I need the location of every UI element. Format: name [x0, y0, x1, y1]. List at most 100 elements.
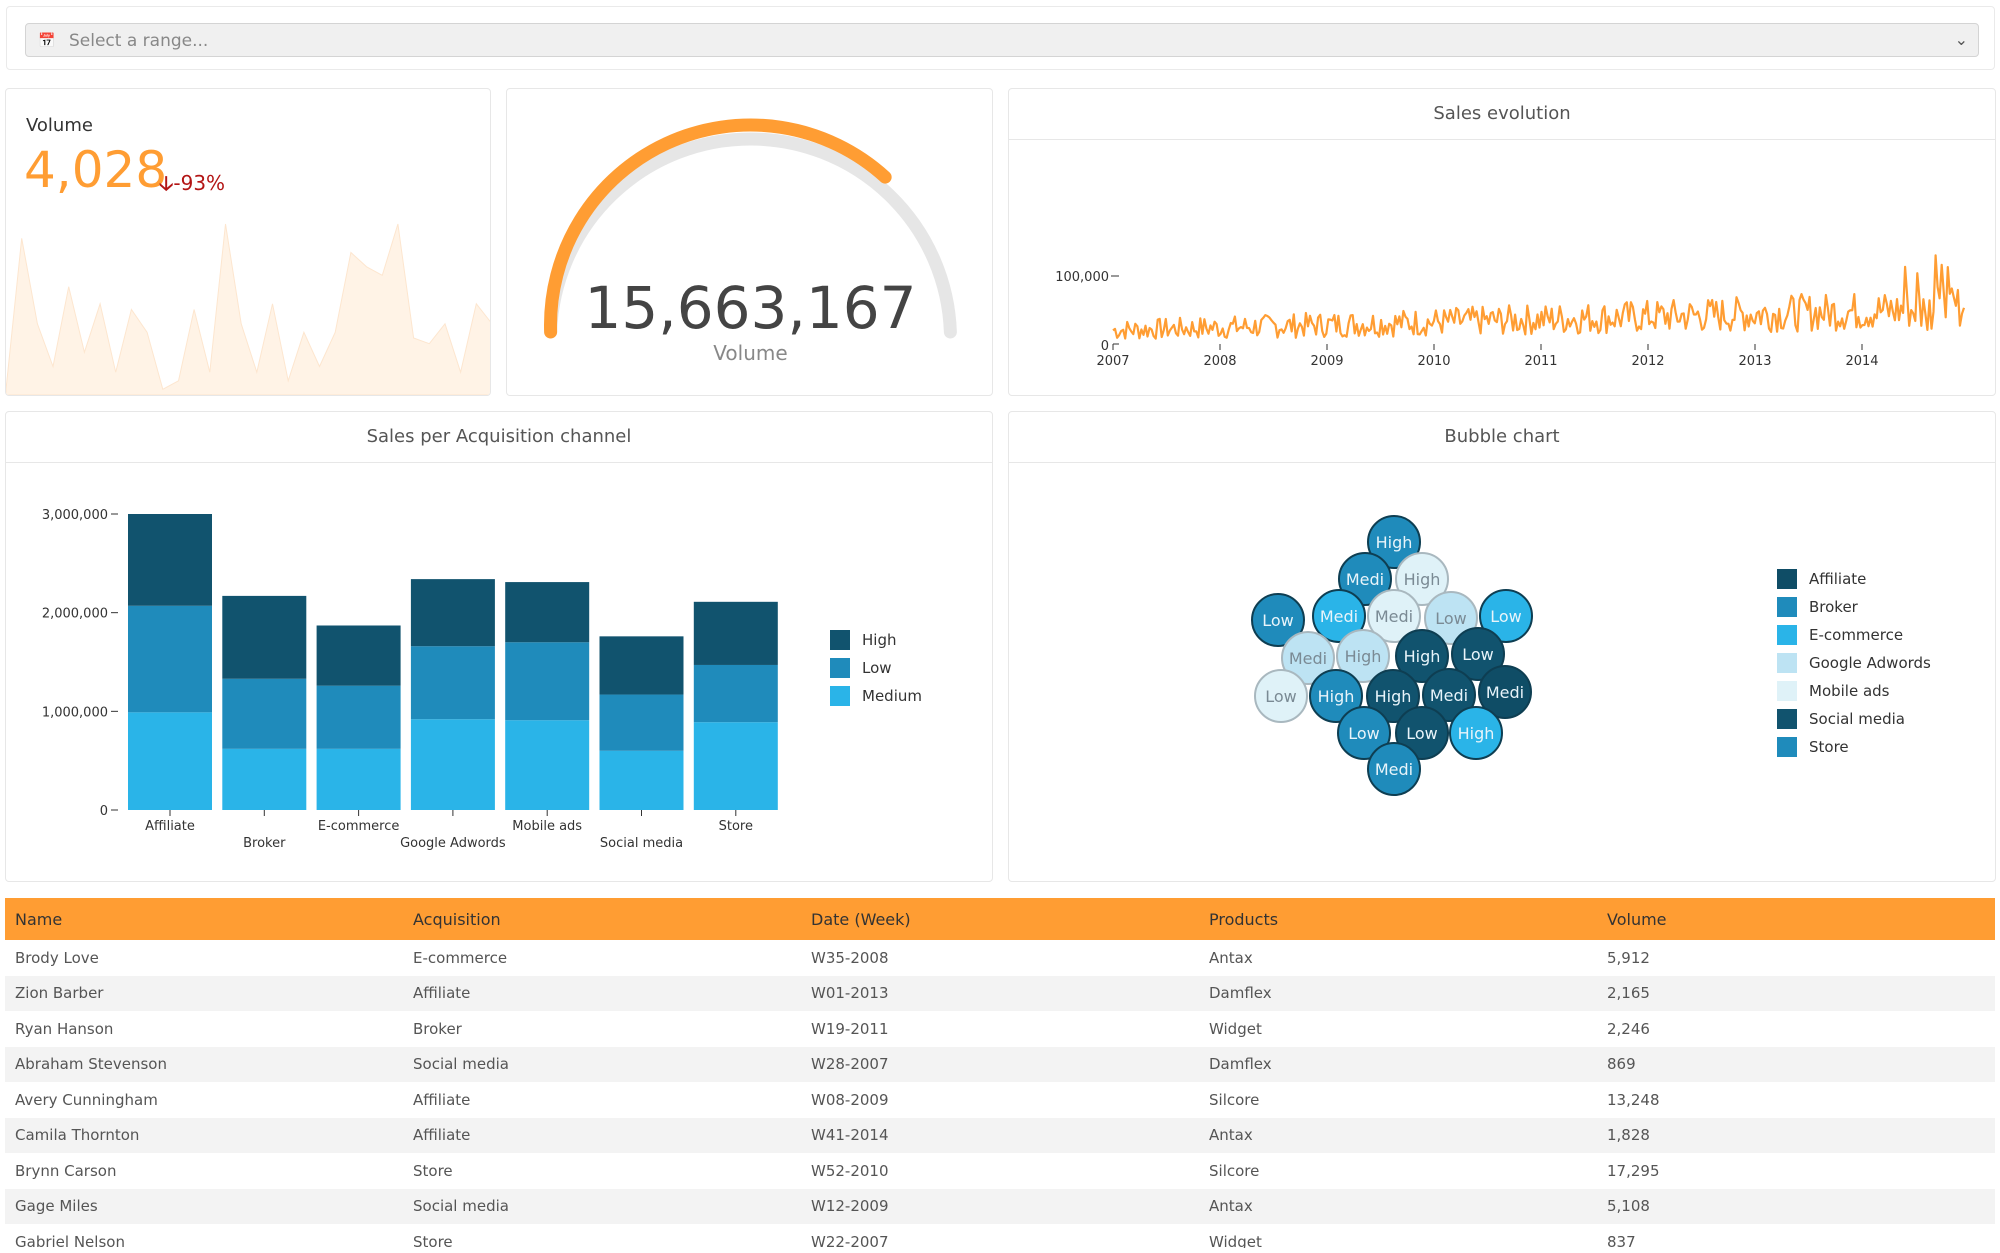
bubble [1366, 669, 1420, 723]
bubble [1254, 669, 1308, 723]
kpi-sparkline [6, 223, 490, 395]
column-header[interactable]: Name [5, 898, 403, 940]
bubble [1337, 706, 1391, 760]
table-row[interactable]: Zion Barber Affiliate W01-2013 Damflex 2,165 [5, 975, 1995, 1011]
y-tick-label: 0 [1101, 339, 1109, 354]
table-cell: 5,912 [1597, 940, 1995, 976]
bubble-label: High [1404, 647, 1441, 666]
x-tick-label: Affiliate [145, 819, 195, 834]
bubble [1281, 631, 1335, 685]
bar-segment [128, 712, 212, 810]
bar-segment [599, 750, 684, 810]
column-header[interactable]: Acquisition [403, 898, 801, 940]
table-cell: 17,295 [1597, 1153, 1995, 1189]
table-cell: W19-2011 [801, 1011, 1199, 1047]
y-tick-label: 3,000,000 [42, 508, 108, 523]
table-row[interactable]: Brynn Carson Store W52-2010 Silcore 17,295 [5, 1153, 1995, 1189]
bubble-label: Low [1262, 611, 1294, 630]
table-row[interactable]: Brody Love E-commerce W35-2008 Antax 5,912 [5, 940, 1995, 976]
bubble-label: Medi [1430, 686, 1468, 705]
kpi-change: 🡣-93% [159, 169, 225, 203]
gauge-label: Volume [713, 341, 788, 365]
bar-segment [222, 748, 307, 810]
table-cell: Zion Barber [5, 975, 403, 1011]
table-cell: Affiliate [403, 1082, 801, 1118]
bubble-label: Medi [1289, 649, 1327, 668]
column-header[interactable]: Products [1199, 898, 1597, 940]
legend-label: Low [862, 659, 892, 677]
bar-segment [505, 720, 590, 810]
table-cell: Silcore [1199, 1082, 1597, 1118]
x-tick-label: Google Adwords [400, 836, 506, 851]
bubble-chart: High Medi High Low Medi Medi Low Low Medi High Hig… [1251, 515, 1931, 796]
bar-segment [222, 595, 307, 679]
kpi-value: 4,028 [24, 141, 168, 199]
table-cell: Widget [1199, 1011, 1597, 1047]
legend-label: Broker [1809, 598, 1859, 616]
table-row[interactable]: Ryan Hanson Broker W19-2011 Widget 2,246 [5, 1011, 1995, 1047]
kpi-label: Volume [26, 115, 93, 136]
table-cell: Damflex [1199, 975, 1597, 1011]
table-cell: Widget [1199, 1224, 1597, 1248]
bar-segment [316, 625, 401, 686]
data-table-container: Name Acquisition Date (Week) Products Volume… [5, 898, 1995, 1248]
table-cell: W22-2007 [801, 1224, 1199, 1248]
table-cell: 1,828 [1597, 1117, 1995, 1153]
calendar-icon: 📅 [38, 33, 56, 49]
bar-segment [128, 605, 212, 713]
bubble-label: High [1376, 533, 1413, 552]
bubble-label: Medi [1346, 570, 1384, 589]
table-cell: W35-2008 [801, 940, 1199, 976]
bar-segment [693, 722, 778, 810]
table-cell: Broker [403, 1011, 801, 1047]
y-tick-label: 1,000,000 [42, 705, 108, 720]
gauge-fill [544, 118, 892, 339]
bubble [1336, 629, 1390, 683]
legend-swatch [830, 658, 850, 678]
x-tick-label: 2009 [1310, 354, 1343, 369]
bubble [1395, 629, 1449, 683]
x-tick-label: 2010 [1417, 354, 1450, 369]
bubble [1451, 627, 1505, 681]
column-header[interactable]: Volume [1597, 898, 1995, 940]
x-tick-label: Social media [600, 836, 683, 851]
table-row[interactable]: Gabriel Nelson Store W22-2007 Widget 837 [5, 1224, 1995, 1248]
legend-swatch [830, 686, 850, 706]
table-cell: Avery Cunningham [5, 1082, 403, 1118]
table-row[interactable]: Camila Thornton Affiliate W41-2014 Antax 1,8… [5, 1117, 1995, 1153]
bubble-label: High [1458, 724, 1495, 743]
gauge-chart [544, 118, 957, 339]
column-header[interactable]: Date (Week) [801, 898, 1199, 940]
legend-swatch [1777, 681, 1797, 701]
bubble [1367, 742, 1421, 796]
bar-segment [316, 685, 401, 749]
table-cell: 13,248 [1597, 1082, 1995, 1118]
table-cell: Brynn Carson [5, 1153, 403, 1189]
x-tick-label: 2014 [1845, 354, 1878, 369]
bubble [1367, 589, 1421, 643]
bubble [1367, 515, 1421, 569]
bubble-label: Medi [1320, 607, 1358, 626]
table-row[interactable]: Gage Miles Social media W12-2009 Antax 5,108 [5, 1188, 1995, 1224]
bubble [1479, 589, 1533, 643]
y-tick-label: 0 [100, 804, 108, 819]
x-tick-label: Broker [243, 836, 286, 851]
bubble-label: Low [1406, 724, 1438, 743]
y-tick-label: 2,000,000 [42, 607, 108, 622]
table-cell: Store [403, 1153, 801, 1189]
table-cell: Affiliate [403, 975, 801, 1011]
bubble-label: High [1345, 647, 1382, 666]
table-cell: 5,108 [1597, 1188, 1995, 1224]
table-row[interactable]: Abraham Stevenson Social media W28-2007 Dam… [5, 1046, 1995, 1082]
legend-swatch [1777, 625, 1797, 645]
data-table: Name Acquisition Date (Week) Products Volume… [5, 898, 1995, 1248]
table-row[interactable]: Avery Cunningham Affiliate W08-2009 Silcore… [5, 1082, 1995, 1118]
table-cell: Social media [403, 1188, 801, 1224]
bubble [1422, 668, 1476, 722]
bar-segment [410, 719, 495, 810]
table-cell: Camila Thornton [5, 1117, 403, 1153]
table-cell: Silcore [1199, 1153, 1597, 1189]
y-tick-label: 100,000 [1055, 270, 1109, 285]
range-select[interactable]: 📅 Select a range... ⌄ [25, 23, 1979, 57]
bubble-label: Low [1348, 724, 1380, 743]
